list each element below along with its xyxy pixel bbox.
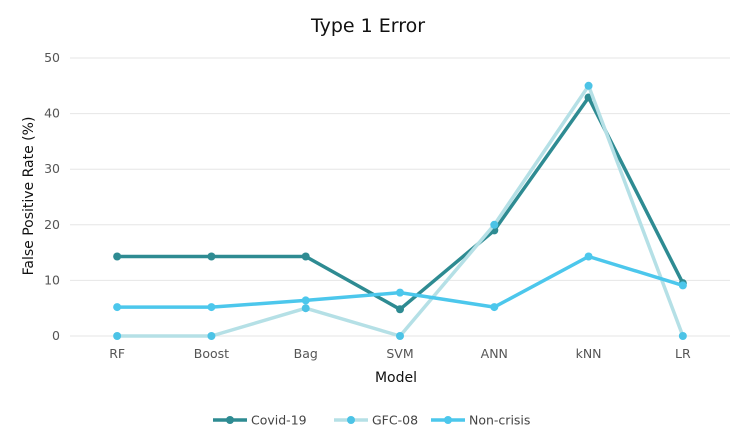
x-tick-label: LR <box>675 346 691 361</box>
y-tick-label: 10 <box>44 272 60 287</box>
data-point <box>113 303 122 312</box>
data-point <box>678 281 687 290</box>
series-non-crisis <box>113 252 687 312</box>
data-point <box>396 332 404 340</box>
data-point <box>301 304 310 313</box>
data-point <box>396 305 404 314</box>
y-tick-label: 40 <box>44 106 60 121</box>
x-tick-label: Bag <box>294 346 318 361</box>
data-point <box>207 252 216 261</box>
series-line <box>117 84 685 338</box>
legend-marker <box>226 416 234 424</box>
legend-marker <box>444 416 452 424</box>
y-tick-label: 50 <box>44 50 60 65</box>
series-gfc-08 <box>113 81 687 340</box>
data-point <box>584 252 593 261</box>
y-axis-label: False Positive Rate (%) <box>21 117 37 276</box>
x-axis-ticks: RF Boost Bag SVM ANN kNN LR <box>109 346 691 361</box>
data-point <box>301 252 310 261</box>
data-point <box>490 220 499 229</box>
series-covid-19 <box>113 93 687 314</box>
data-point <box>113 332 122 340</box>
legend-item: Non-crisis <box>431 413 530 428</box>
y-tick-label: 30 <box>44 161 60 176</box>
x-tick-label: kNN <box>576 346 602 361</box>
x-tick-label: Boost <box>194 346 229 361</box>
legend-item: GFC-08 <box>334 413 418 428</box>
series-lines <box>113 81 687 340</box>
legend-label: Covid-19 <box>251 413 307 428</box>
legend-label: GFC-08 <box>372 413 418 428</box>
data-point <box>490 303 499 312</box>
data-point <box>113 252 122 261</box>
x-tick-label: SVM <box>386 346 413 361</box>
y-tick-label: 20 <box>44 217 60 232</box>
legend-item: Covid-19 <box>213 413 307 428</box>
x-axis-label: Model <box>375 370 417 386</box>
data-point <box>207 332 216 340</box>
data-point <box>207 303 216 312</box>
chart-title: Type 1 Error <box>310 15 425 37</box>
series-line <box>117 95 685 312</box>
series-line <box>117 254 684 309</box>
legend-marker <box>347 416 355 424</box>
gridlines <box>70 57 730 337</box>
data-point <box>396 288 404 297</box>
legend: Covid-19 GFC-08 Non-crisis <box>213 413 530 428</box>
x-tick-label: ANN <box>481 346 508 361</box>
data-point <box>301 296 310 305</box>
data-point <box>584 81 593 90</box>
x-tick-label: RF <box>109 346 125 361</box>
legend-label: Non-crisis <box>469 413 530 428</box>
y-axis-ticks: 0 10 20 30 40 50 <box>44 50 60 343</box>
data-point <box>678 332 687 340</box>
y-tick-label: 0 <box>52 328 60 343</box>
